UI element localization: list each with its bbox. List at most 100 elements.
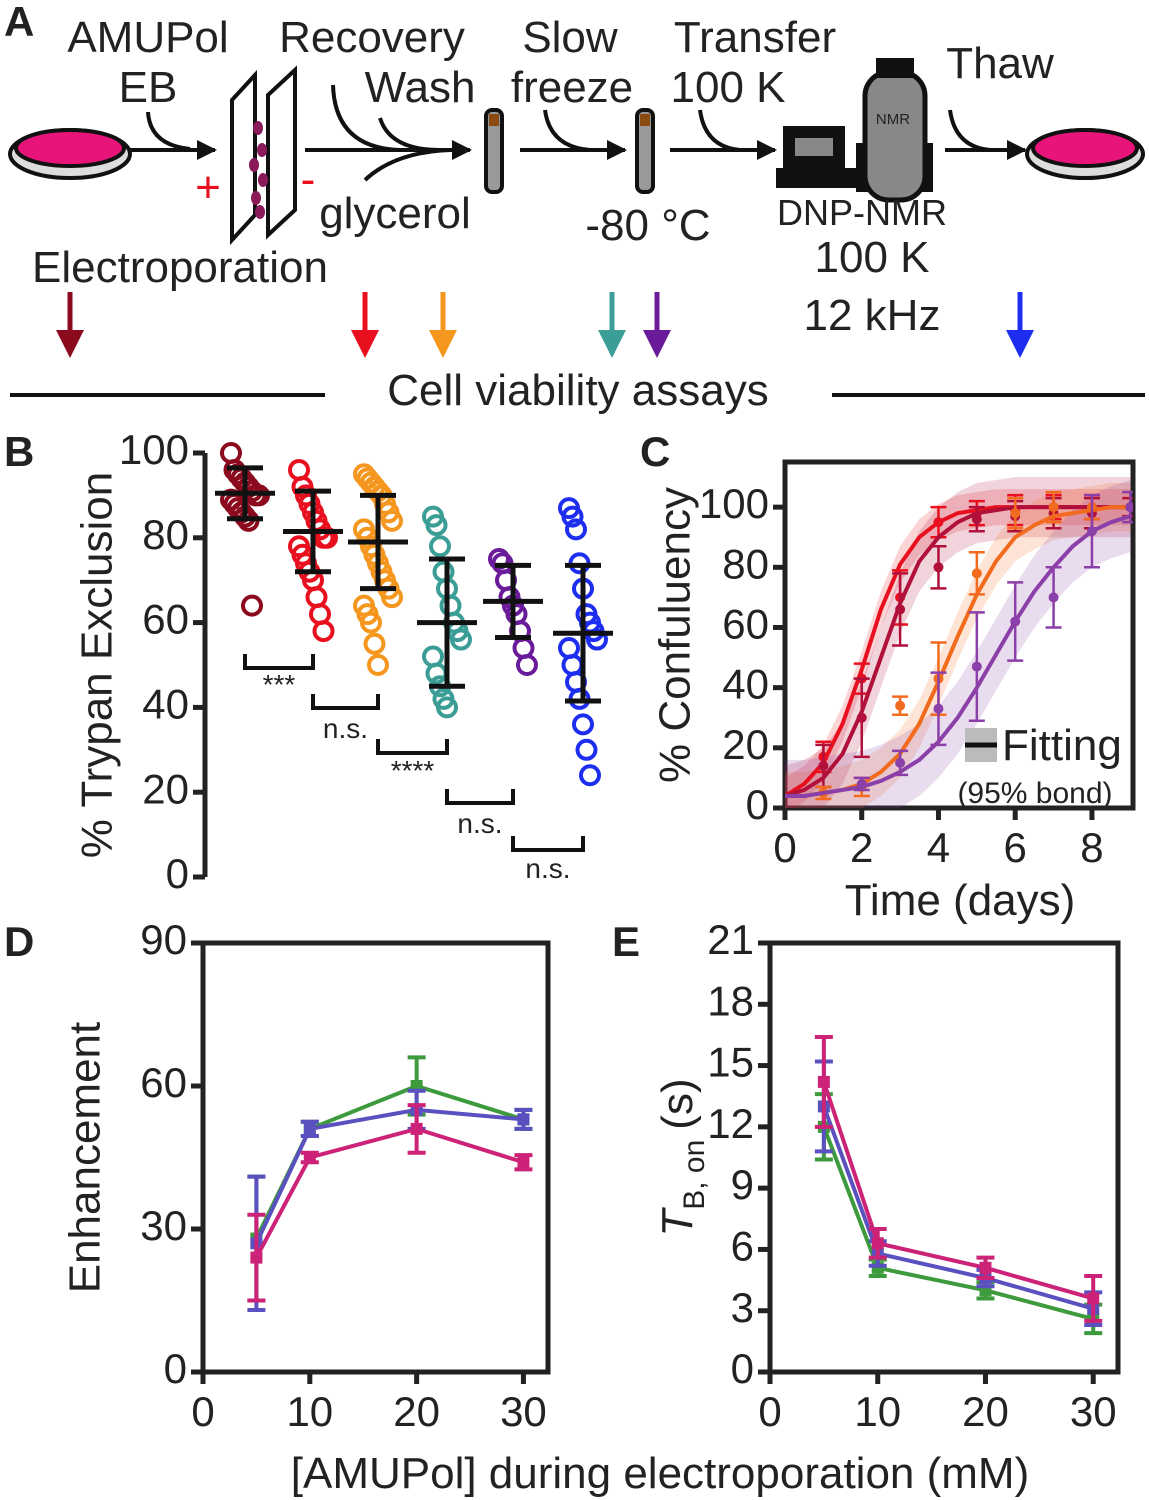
polarity: - <box>301 155 316 204</box>
series-line <box>821 1081 1094 1301</box>
significance-bracket <box>376 739 449 755</box>
data-point <box>575 738 598 761</box>
step-label: Electroporation <box>32 243 328 292</box>
fit-curve <box>785 505 1131 798</box>
arrow-feed <box>543 109 591 152</box>
y-axis-label: Enhancement <box>61 1022 110 1294</box>
significance-bracket <box>311 694 380 710</box>
data-point <box>439 594 462 617</box>
y-tick-label: 3 <box>731 1284 754 1331</box>
data-point <box>856 712 867 723</box>
data-point <box>817 1075 830 1088</box>
data-point <box>316 526 338 549</box>
legend-note: (95% bond) <box>957 777 1112 810</box>
data-point <box>305 586 328 609</box>
significance-label: *** <box>263 669 296 700</box>
y-tick-label: 6 <box>731 1223 754 1270</box>
plot-area <box>785 477 1133 808</box>
arrow-feed <box>146 111 191 151</box>
y-tick-label: 90 <box>140 916 187 963</box>
step-label: Recovery <box>279 13 465 62</box>
y-tick-label: 20 <box>142 765 189 812</box>
y-tick-label: 0 <box>731 1345 754 1392</box>
data-point <box>360 611 382 634</box>
data-point <box>1048 502 1059 513</box>
tube-cap <box>640 114 650 126</box>
fit-curve <box>785 514 1131 798</box>
data-point <box>309 603 331 626</box>
nmr-spectrometer <box>776 58 933 203</box>
data-point <box>979 1261 992 1274</box>
y-axis-label: % Confuluency <box>651 487 700 783</box>
significance-label: n.s. <box>323 713 368 744</box>
y-axis-label: % Trypan Exclusion <box>73 472 122 858</box>
data-point <box>572 713 594 736</box>
data-point <box>818 760 829 771</box>
arrow-feed <box>948 109 991 152</box>
step-label: -80 °C <box>585 201 710 250</box>
tube-cap <box>489 114 499 126</box>
panel-label: C <box>640 428 670 475</box>
data-point <box>1010 616 1021 627</box>
workflow-diagram <box>8 58 1145 397</box>
y-tick-label: 20 <box>722 721 769 768</box>
data-point <box>516 654 538 676</box>
significance-bracket <box>511 836 585 852</box>
confidence-band <box>785 483 1131 808</box>
step-label: Slow <box>522 13 618 62</box>
step-label: Thaw <box>946 39 1054 88</box>
series-line <box>254 1126 525 1259</box>
arrow-feed <box>378 117 441 152</box>
panel-label: B <box>4 428 34 475</box>
data-point <box>1087 1292 1100 1305</box>
data-point <box>971 514 982 525</box>
series-line <box>822 1126 1094 1321</box>
x-tick-label: 20 <box>962 1388 1009 1435</box>
electrode <box>230 69 257 246</box>
chart-panel: 0 20 40 60 80 100 0 2 4 6 8 % Confuluency Time (days… <box>651 459 1136 925</box>
step-label: 100 K <box>671 63 786 112</box>
step-label: glycerol <box>319 189 471 238</box>
cells <box>249 121 268 219</box>
y-label-symbol: T <box>653 1207 702 1237</box>
x-axis-label: Time (days) <box>845 876 1076 925</box>
data-point <box>410 1122 423 1135</box>
data-point <box>933 517 944 528</box>
x-tick-label: 0 <box>758 1388 781 1435</box>
x-tick-label: 0 <box>773 824 796 871</box>
section-label: Cell viability assays <box>387 366 768 415</box>
data-point <box>488 548 510 570</box>
y-label-unit: (s) <box>653 1078 702 1129</box>
assay-arrows <box>56 292 1034 358</box>
step-label: 100 K <box>815 233 930 282</box>
data-point <box>895 757 906 768</box>
y-tick-label: 100 <box>699 480 769 527</box>
data-point <box>561 654 584 676</box>
y-tick-label: 18 <box>707 977 754 1024</box>
significance-bracket <box>243 654 315 670</box>
y-tick-label: 15 <box>707 1039 754 1086</box>
x-tick-label: 20 <box>393 1388 440 1435</box>
data-point <box>288 458 310 481</box>
data-point <box>558 637 580 660</box>
chart-panel: 0 3 6 9 12 15 18 21 0 10 20 30 TB, on (s) <box>653 916 1121 1435</box>
data-point <box>895 700 906 711</box>
data-point <box>250 1251 263 1264</box>
arrow-feed <box>698 109 741 152</box>
step-label: AMUPol <box>67 13 228 62</box>
tube <box>635 108 655 194</box>
data-point <box>432 560 455 583</box>
x-tick-label: 10 <box>854 1388 901 1435</box>
y-axis-label: TB, on (s) <box>653 1078 712 1236</box>
arrow-feed <box>331 84 401 152</box>
data-point <box>429 535 451 558</box>
significance-label: n.s. <box>525 853 570 884</box>
y-tick-label: 40 <box>722 661 769 708</box>
data-point <box>450 628 472 651</box>
y-label-subscript: B, on <box>678 1140 711 1210</box>
y-tick-label: 80 <box>142 511 189 558</box>
data-point <box>312 620 335 643</box>
data-point <box>565 518 587 541</box>
y-tick-label: 60 <box>140 1059 187 1106</box>
data-point <box>1010 508 1021 519</box>
